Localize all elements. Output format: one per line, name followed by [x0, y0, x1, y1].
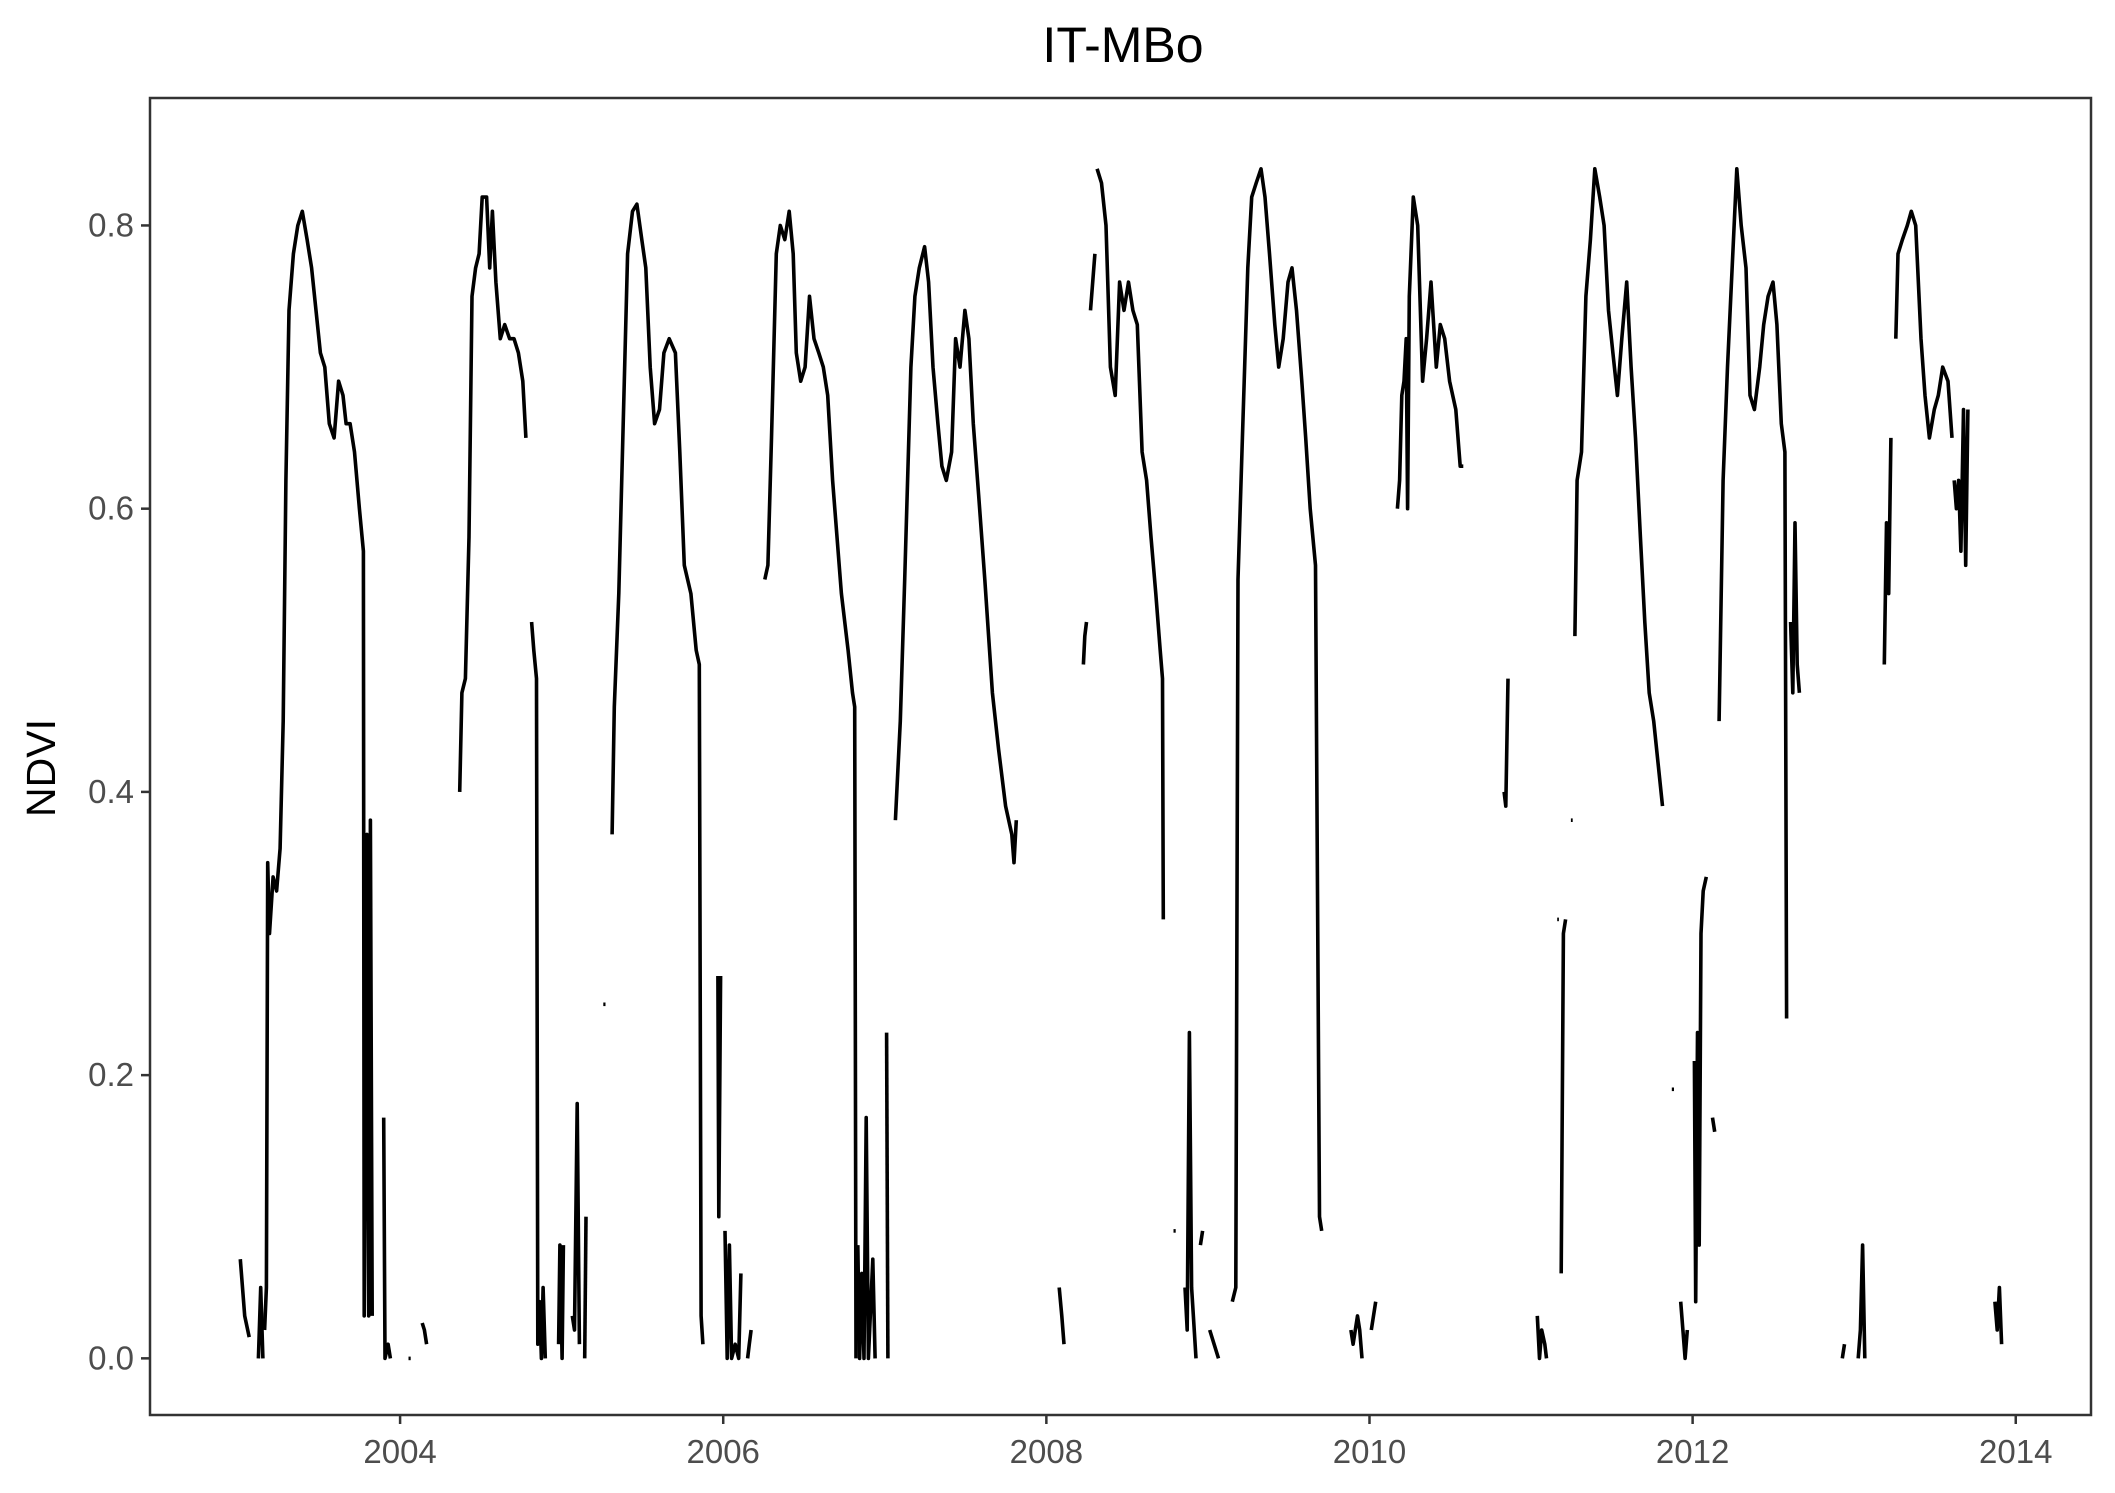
ndvi-line-segment: [1535, 1315, 1549, 1361]
ndvi-line-segment: [723, 1230, 743, 1361]
chart-title: IT-MBo: [1042, 17, 1203, 73]
ndvi-line-segment: [716, 975, 723, 1219]
x-tick-label: 2010: [1333, 1433, 1406, 1470]
ndvi-line-segment: [763, 209, 858, 1359]
ndvi-line-segment: [529, 621, 548, 1361]
x-tick-label: 2012: [1656, 1433, 1729, 1470]
ndvi-line-segment: [570, 1101, 582, 1345]
ndvi-line-segment: [610, 202, 705, 1345]
ndvi-line-segment: [745, 1329, 753, 1359]
ndvi-line-segment: [1088, 253, 1097, 311]
ndvi-line-segment: [1095, 168, 1166, 920]
ndvi-line-segment: [262, 209, 374, 1331]
ndvi-line-segment: [1183, 1030, 1198, 1359]
ndvi-line-segment: [381, 1117, 393, 1361]
ndvi-line-segment: [1710, 1117, 1717, 1133]
ndvi-line-segment: [1573, 167, 1665, 807]
ndvi-line-segment: [420, 1322, 429, 1345]
ndvi-series: [238, 167, 2004, 1361]
ndvi-line-segment: [856, 1115, 877, 1361]
x-axis: 2004 2006 2008 2010 2012 2014: [363, 1415, 2052, 1470]
ndvi-line-segment: [256, 1285, 265, 1359]
ndvi-line-segment: [1207, 1329, 1221, 1359]
ndvi-line-segment: [1349, 1314, 1364, 1359]
ndvi-line-segment: [1678, 1301, 1690, 1361]
ndvi-line-segment: [1717, 167, 1789, 1019]
ndvi-line-segment: [884, 1032, 890, 1359]
ndvi-line-segment: [1369, 1301, 1378, 1331]
ndvi-line-segment: [1894, 209, 1954, 440]
ndvi-line-segment: [582, 1216, 588, 1359]
ndvi-line-segment: [457, 195, 528, 792]
ndvi-line-segment: [1692, 876, 1709, 1304]
ndvi-line-segment: [1057, 1287, 1066, 1345]
x-tick-label: 2004: [363, 1433, 436, 1470]
y-tick-label: 0.8: [88, 206, 134, 243]
ndvi-line-segment: [1230, 167, 1324, 1303]
ndvi-line-segment: [893, 244, 1019, 865]
y-tick-label: 0.6: [88, 490, 134, 527]
ndvi-line-segment: [1502, 678, 1510, 808]
y-tick-label: 0.2: [88, 1056, 134, 1093]
x-tick-label: 2014: [1979, 1433, 2052, 1470]
ndvi-line-segment: [238, 1259, 251, 1338]
ndvi-line-segment: [1788, 521, 1802, 695]
y-axis-label: NDVI: [18, 719, 64, 817]
ndvi-line-segment: [1856, 1243, 1867, 1359]
y-tick-label: 0.0: [88, 1339, 134, 1376]
ndvi-line-segment: [1840, 1343, 1847, 1359]
ndvi-line-segment: [1395, 195, 1464, 511]
ndvi-line-segment: [556, 1243, 566, 1361]
ndvi-line-segment: [1993, 1285, 2004, 1345]
ndvi-line-segment: [1559, 919, 1568, 1274]
ndvi-line-segment: [1081, 621, 1089, 665]
x-tick-label: 2008: [1010, 1433, 1083, 1470]
y-axis: 0.0 0.2 0.4 0.6 0.8: [88, 206, 150, 1376]
y-tick-label: 0.4: [88, 773, 134, 810]
ndvi-line-segment: [1882, 437, 1893, 665]
x-tick-label: 2006: [687, 1433, 760, 1470]
ndvi-line-segment: [1952, 407, 1970, 568]
ndvi-line-segment: [1198, 1230, 1205, 1246]
